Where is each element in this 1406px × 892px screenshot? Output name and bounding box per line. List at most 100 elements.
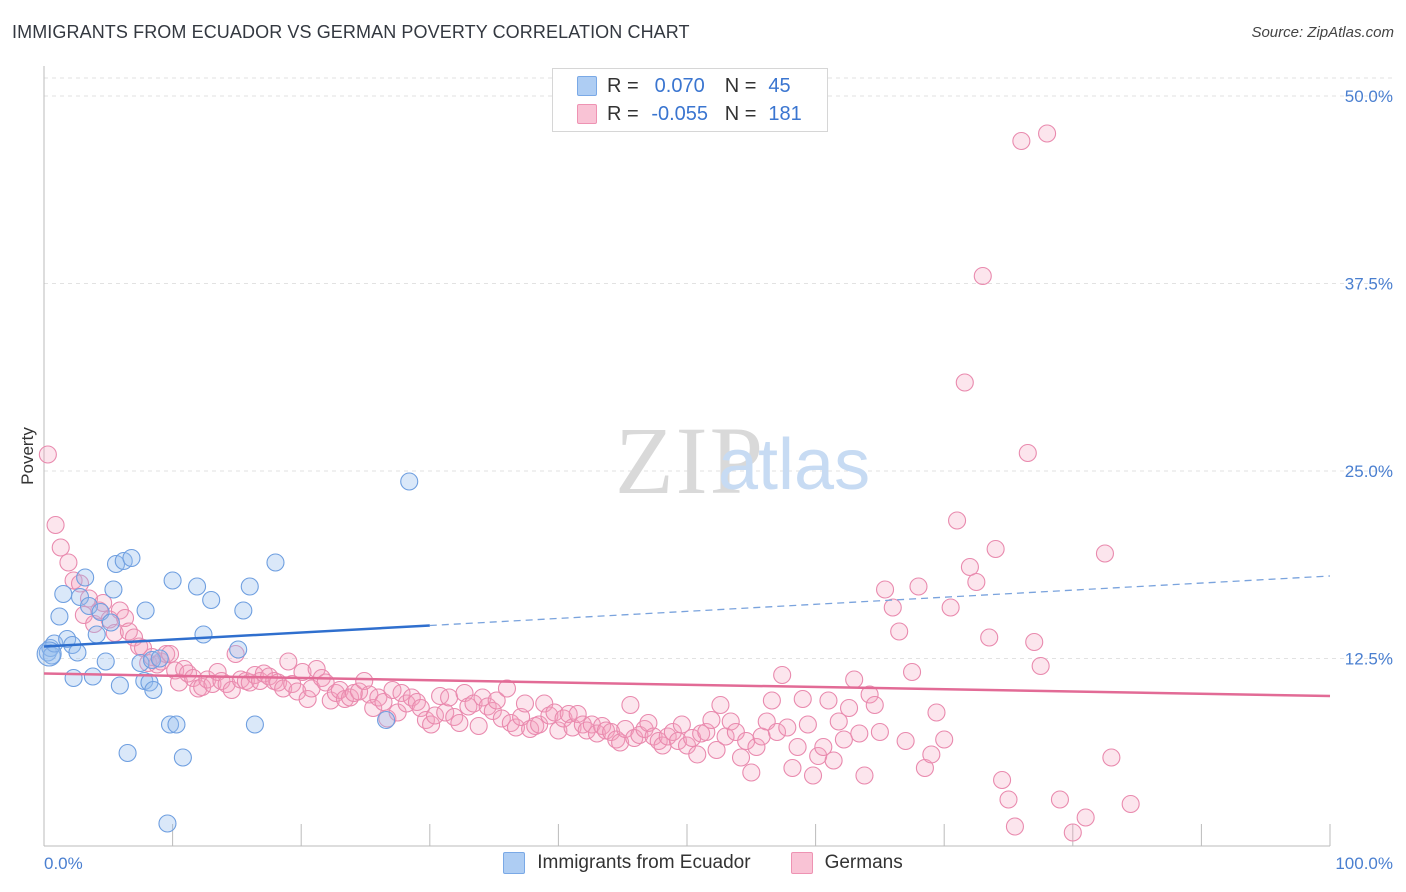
germans-point [986,539,1005,559]
ecuador-point [266,553,285,572]
germans-point [778,718,797,737]
germans-point [611,733,630,752]
germans-point [814,737,833,757]
germans-point [875,580,895,599]
ecuador-point [167,715,186,734]
germans-point [79,589,99,608]
germans-point [697,722,716,742]
germans-point [1121,794,1140,814]
germans-point [935,730,954,749]
germans-point [726,722,745,742]
ecuador-point [58,629,77,649]
germans-point [955,373,974,392]
germans-point [100,610,119,629]
germans-point [469,716,488,736]
germans-point [549,721,568,740]
ecuador-point [240,577,259,596]
germans-point [639,713,658,733]
germans-point [455,683,474,703]
germans-point [521,719,540,739]
germans-point [568,704,587,724]
series-swatch-pink [790,852,813,874]
germans-point [540,706,559,725]
ecuador-point [122,548,141,568]
ecuador-point [101,613,120,632]
germans-point [927,703,946,722]
germans-point [1018,443,1037,463]
germans-point [392,683,411,703]
germans-point [625,728,644,748]
germans-point [773,665,792,685]
legend-row-ecuador: R = 0.070 N = 45 [577,73,791,99]
germans-point [860,685,879,704]
germans-point [1038,124,1057,143]
ecuador-point [160,715,180,734]
germans-point [767,722,787,742]
germans-point [663,722,682,742]
germans-point [798,715,817,734]
ecuador-point [87,625,106,644]
y-tick-label: 37.5% [1345,275,1393,294]
series-swatch-blue [503,852,526,874]
ecuador-point [54,584,73,604]
tick-labels: 12.5% 25.0% 37.5% 50.0% 0.0% 100.0% [44,87,1393,873]
legend-r-value: 0.070 [654,74,705,97]
germans-point [973,266,992,286]
y-axis-title: Poverty [18,427,37,485]
chart-title: IMMIGRANTS FROM ECUADOR VS GERMAN POVERT… [12,22,690,42]
ecuador-point [400,472,419,491]
germans-point [1012,131,1031,151]
germans-point [1025,632,1044,652]
germans-point [855,766,874,785]
legend-r-value: -0.055 [651,102,709,125]
germans-point [431,686,450,706]
ecuador-point [131,653,150,673]
germans-point [819,691,838,710]
ecuador-point [150,649,169,668]
ecuador-point [229,640,248,659]
ecuador-point [96,652,115,671]
germans-point [1076,808,1095,827]
germans-point [731,748,751,767]
germans-point [824,751,843,770]
series-legend-germans: Germans [790,852,903,874]
legend-row-germans: R = -0.055 N = 181 [577,101,802,127]
germans-point [245,665,264,685]
germans-point [288,682,307,701]
germans-point [46,515,65,535]
germans-point [980,628,999,647]
germans-point [487,691,506,710]
ecuador-point [64,668,83,688]
germans-point [865,695,884,715]
germans-point [621,695,640,715]
ecuador-point [194,625,213,644]
ecuador-point [377,710,396,730]
ecuador-trend-extension [429,575,1331,627]
germans-point [483,701,502,721]
x-tick-label: 0.0% [44,854,83,873]
germans-point [450,713,469,733]
germans-point [464,694,483,713]
germans-point [440,688,459,707]
germans-point [70,574,90,593]
germans-point [364,698,383,718]
ecuador-point [83,667,102,686]
germans-point [350,682,369,701]
germans-point [762,691,781,710]
germans-point [803,766,823,785]
germans-point [119,622,138,641]
germans-point [702,710,721,730]
y-tick-label: 12.5% [1345,650,1393,669]
germans-points [38,124,1140,842]
legend-n-label: N = [724,74,757,97]
germans-point [922,745,941,764]
germans-point [999,790,1018,809]
germans-point [459,697,478,716]
germans-point [890,622,909,641]
germans-point [845,670,864,689]
germans-point [747,737,766,757]
germans-point [711,695,730,715]
germans-point [839,698,859,718]
germans-trend-line [43,672,1331,698]
